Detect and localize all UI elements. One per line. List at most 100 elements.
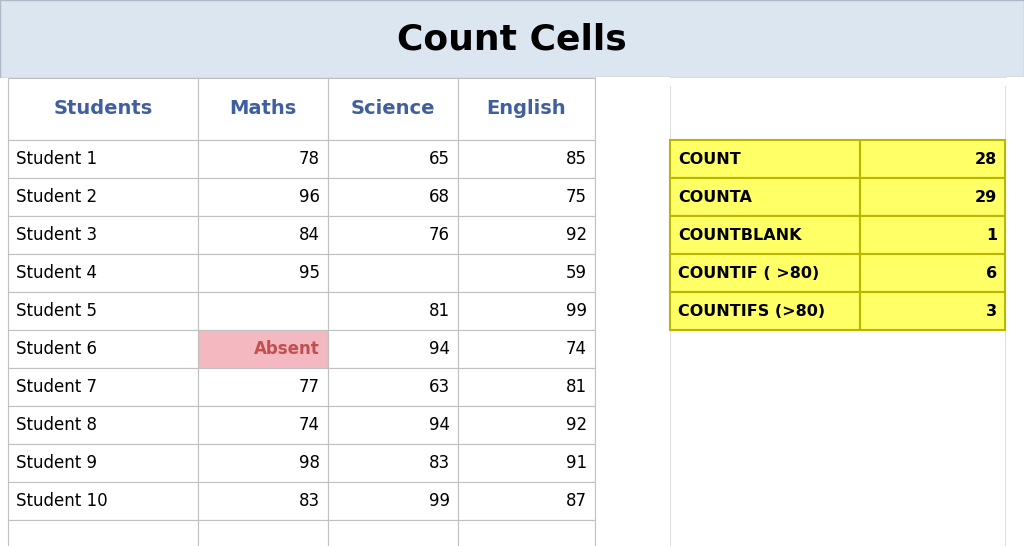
Text: Student 7: Student 7 [16, 378, 97, 396]
Text: 74: 74 [566, 340, 587, 358]
Text: 83: 83 [299, 492, 319, 510]
Text: 99: 99 [429, 492, 450, 510]
Text: 81: 81 [566, 378, 587, 396]
Bar [328, 482, 458, 520]
Bar [198, 368, 328, 406]
Bar [670, 140, 860, 178]
Text: 59: 59 [566, 264, 587, 282]
Text: Student 5: Student 5 [16, 302, 97, 320]
Text: 85: 85 [566, 150, 587, 168]
Text: Student 10: Student 10 [16, 492, 108, 510]
Text: 78: 78 [299, 150, 319, 168]
Text: 6: 6 [986, 265, 997, 281]
Text: 94: 94 [429, 340, 450, 358]
Text: Student 2: Student 2 [16, 188, 97, 206]
Text: 98: 98 [299, 454, 319, 472]
Bar [670, 292, 860, 330]
Text: COUNTIFS (>80): COUNTIFS (>80) [678, 304, 825, 318]
Bar [328, 520, 458, 546]
Bar [458, 406, 595, 444]
Bar [860, 254, 1005, 292]
Text: 76: 76 [429, 226, 450, 244]
Bar [458, 292, 595, 330]
Bar [328, 140, 458, 178]
Bar [328, 368, 458, 406]
Text: English: English [486, 99, 566, 118]
Bar [8, 254, 198, 292]
Text: 1: 1 [986, 228, 997, 242]
Text: 81: 81 [429, 302, 450, 320]
Text: Students: Students [53, 99, 153, 118]
Bar [198, 482, 328, 520]
Text: COUNTIF ( >80): COUNTIF ( >80) [678, 265, 819, 281]
Bar [860, 178, 1005, 216]
Bar [198, 178, 328, 216]
Bar [8, 216, 198, 254]
Text: Student 3: Student 3 [16, 226, 97, 244]
Bar [860, 216, 1005, 254]
Text: 29: 29 [975, 189, 997, 205]
Text: COUNTA: COUNTA [678, 189, 752, 205]
Bar [860, 140, 1005, 178]
Text: 83: 83 [429, 454, 450, 472]
Bar [0, 0, 1024, 78]
Bar [8, 178, 198, 216]
Text: 94: 94 [429, 416, 450, 434]
Bar [328, 216, 458, 254]
Bar [8, 140, 198, 178]
Bar [198, 520, 328, 546]
Bar [8, 444, 198, 482]
Bar [8, 482, 198, 520]
Bar [328, 406, 458, 444]
Bar [670, 254, 860, 292]
Text: COUNT: COUNT [678, 151, 740, 167]
Bar [198, 330, 328, 368]
Text: 74: 74 [299, 416, 319, 434]
Text: 92: 92 [566, 226, 587, 244]
Text: Student 8: Student 8 [16, 416, 97, 434]
Bar [860, 292, 1005, 330]
Bar [8, 368, 198, 406]
Text: Student 9: Student 9 [16, 454, 97, 472]
Text: 95: 95 [299, 264, 319, 282]
Text: Science: Science [351, 99, 435, 118]
Text: 65: 65 [429, 150, 450, 168]
Bar [8, 520, 198, 546]
Bar [328, 254, 458, 292]
Bar [328, 292, 458, 330]
Bar [458, 178, 595, 216]
Bar [458, 444, 595, 482]
Text: 84: 84 [299, 226, 319, 244]
Text: 96: 96 [299, 188, 319, 206]
Bar [198, 406, 328, 444]
Text: Maths: Maths [229, 99, 297, 118]
Text: Count Cells: Count Cells [397, 22, 627, 56]
Bar [670, 216, 860, 254]
Text: Student 1: Student 1 [16, 150, 97, 168]
Bar [670, 178, 860, 216]
Text: 63: 63 [429, 378, 450, 396]
Bar [1005, 76, 1024, 546]
Text: 99: 99 [566, 302, 587, 320]
Bar [198, 78, 328, 140]
Text: 92: 92 [566, 416, 587, 434]
Bar [458, 330, 595, 368]
Text: 3: 3 [986, 304, 997, 318]
Bar [8, 330, 198, 368]
Bar [8, 406, 198, 444]
Text: 77: 77 [299, 378, 319, 396]
Bar [458, 78, 595, 140]
Bar [198, 292, 328, 330]
Text: Absent: Absent [254, 340, 319, 358]
Bar [458, 140, 595, 178]
Bar [458, 482, 595, 520]
Bar [328, 178, 458, 216]
Bar [328, 78, 458, 140]
Text: COUNTBLANK: COUNTBLANK [678, 228, 802, 242]
Bar [458, 216, 595, 254]
Bar [328, 444, 458, 482]
Bar [198, 254, 328, 292]
Text: 87: 87 [566, 492, 587, 510]
Bar [198, 140, 328, 178]
Bar [458, 254, 595, 292]
